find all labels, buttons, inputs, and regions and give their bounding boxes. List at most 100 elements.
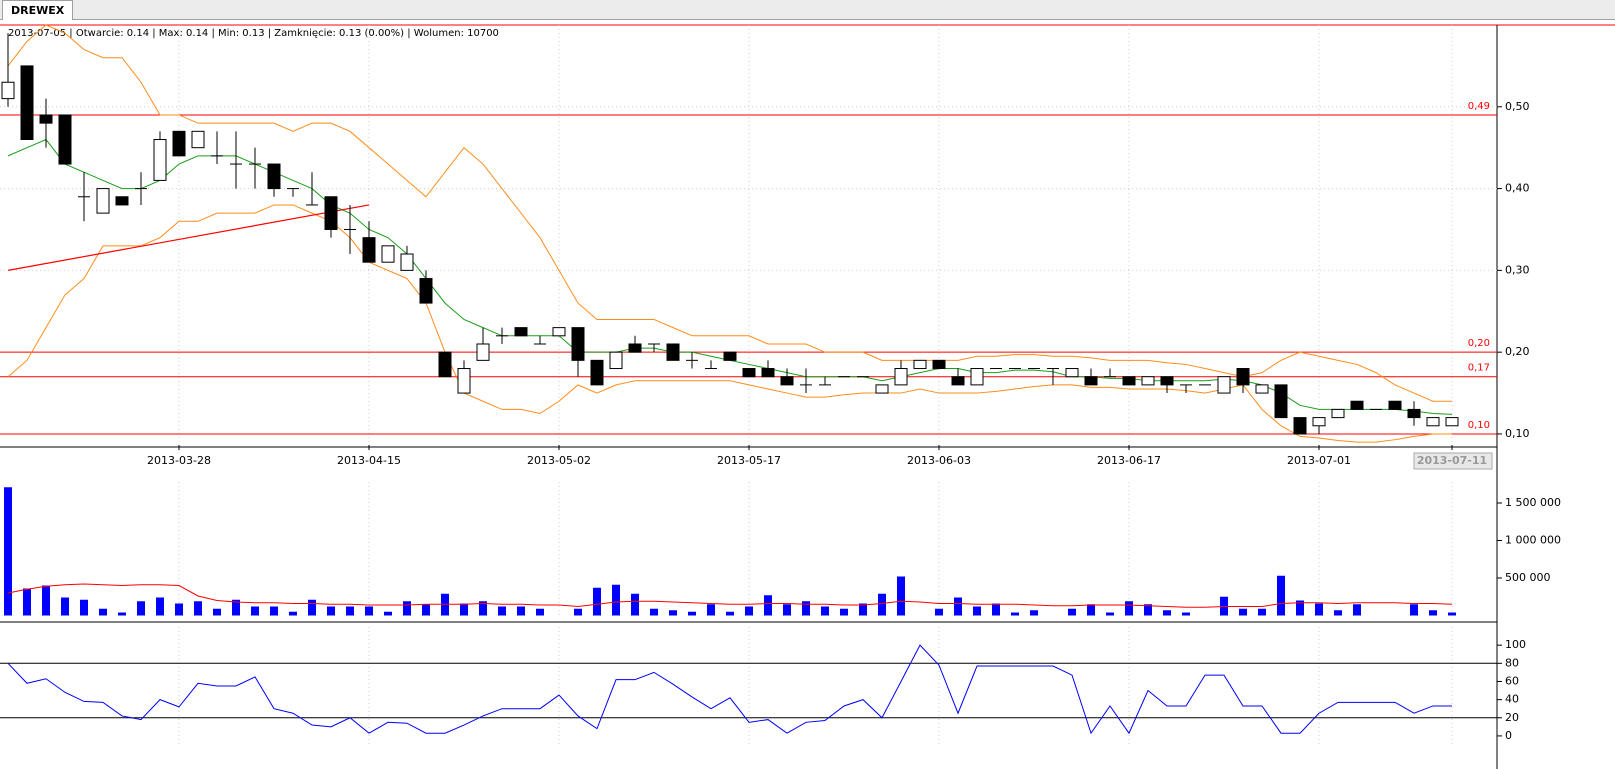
candle-body: [932, 359, 946, 370]
volume-bar: [99, 608, 107, 616]
candle-body: [1065, 368, 1079, 378]
volume-bar: [783, 604, 791, 616]
volume-bar: [574, 608, 582, 616]
candle-body: [20, 65, 34, 141]
candle-body: [666, 343, 680, 361]
y-tick-label: 1 500 000: [1505, 496, 1561, 509]
candle-body: [1, 81, 15, 100]
volume-bar: [80, 599, 88, 616]
candle-body: [913, 359, 927, 370]
candle-body: [1407, 408, 1421, 419]
line: [7, 204, 1452, 443]
volume-bar: [460, 603, 468, 616]
x-tick-label: 2013-07-01: [1287, 454, 1351, 467]
volume-bar: [1448, 612, 1456, 616]
volume-bar: [593, 587, 601, 616]
volume-bar: [707, 604, 715, 616]
volume-bar: [1315, 603, 1323, 616]
candle-body: [1084, 376, 1098, 386]
candle-body: [723, 351, 737, 361]
volume-bar: [1030, 610, 1038, 616]
y-tick-label: 0,50: [1505, 100, 1530, 113]
candle-body: [1312, 417, 1326, 427]
candle-body: [514, 327, 528, 337]
volume-bar: [194, 601, 202, 616]
volume-bar: [878, 593, 886, 616]
y-tick-label: 0,30: [1505, 263, 1530, 276]
volume-bar: [422, 604, 430, 616]
level-label: 0,20: [1468, 338, 1490, 349]
volume-bar: [764, 595, 772, 616]
volume-bar: [1334, 610, 1342, 616]
level-label: 0,10: [1468, 420, 1490, 431]
candle-body: [1445, 417, 1459, 427]
y-tick-label: 80: [1505, 656, 1519, 669]
x-tick-label: 2013-06-17: [1097, 454, 1161, 467]
tab-bar: DREWEX: [0, 0, 1615, 20]
candle-body: [571, 327, 585, 361]
candle-body: [1255, 384, 1269, 394]
candle-body: [1141, 376, 1155, 386]
volume-bar: [1277, 575, 1285, 616]
volume-bar: [745, 606, 753, 616]
volume-bar: [289, 611, 297, 616]
volume-bar: [270, 606, 278, 616]
volume-bar: [1296, 600, 1304, 616]
tab[interactable]: DREWEX: [2, 0, 74, 20]
candle-body: [1217, 376, 1231, 394]
volume-bar: [384, 611, 392, 616]
candle-body: [1293, 417, 1307, 435]
volume-bar: [118, 612, 126, 616]
candle-body: [1122, 376, 1136, 386]
y-tick-label: 0,40: [1505, 182, 1530, 195]
candle-body: [419, 278, 433, 304]
x-tick-label: 2013-06-03: [907, 454, 971, 467]
candle-body: [191, 130, 205, 149]
volume-bar: [175, 603, 183, 616]
volume-bar: [1410, 604, 1418, 616]
candle-body: [590, 359, 604, 386]
candle-body: [1331, 408, 1345, 419]
volume-bar: [1258, 608, 1266, 616]
candle-body: [324, 196, 338, 230]
volume-bar: [897, 576, 905, 616]
candle-body: [267, 163, 281, 190]
volume-bar: [156, 597, 164, 616]
volume-bar: [1068, 608, 1076, 616]
x-tick-label: 2013-07-11: [1417, 454, 1487, 467]
volume-bar: [251, 606, 259, 616]
volume-bar: [631, 593, 639, 616]
volume-bar: [4, 487, 12, 616]
chart: 2013-07-05 | Otwarcie: 0.14 | Max: 0.14 …: [0, 20, 1615, 769]
volume-bar: [840, 608, 848, 616]
volume-bar: [688, 611, 696, 616]
candle-body: [457, 368, 471, 394]
volume-bar: [346, 606, 354, 616]
line: [7, 644, 1452, 735]
volume-bar: [42, 585, 50, 616]
candle-body: [1274, 384, 1288, 419]
y-tick-label: 100: [1505, 638, 1526, 651]
candle-body: [628, 343, 642, 353]
y-tick-label: 60: [1505, 674, 1519, 687]
info-line: 2013-07-05 | Otwarcie: 0.14 | Max: 0.14 …: [8, 28, 499, 39]
volume-bar: [479, 601, 487, 616]
line: [7, 24, 1452, 402]
volume-bar: [23, 588, 31, 616]
volume-bar: [1353, 604, 1361, 616]
candle-body: [1236, 368, 1250, 386]
x-tick-label: 2013-04-15: [337, 454, 401, 467]
volume-bar: [859, 603, 867, 616]
volume-bar: [973, 606, 981, 616]
y-tick-label: 20: [1505, 711, 1519, 724]
line: [7, 204, 370, 271]
y-tick-label: 40: [1505, 693, 1519, 706]
candle-body: [39, 114, 53, 124]
candle-body: [476, 343, 490, 361]
y-tick-label: 0: [1505, 729, 1512, 742]
candle-body: [438, 351, 452, 378]
candle-body: [552, 327, 566, 337]
candle-body: [96, 188, 110, 214]
volume-bar: [669, 610, 677, 616]
